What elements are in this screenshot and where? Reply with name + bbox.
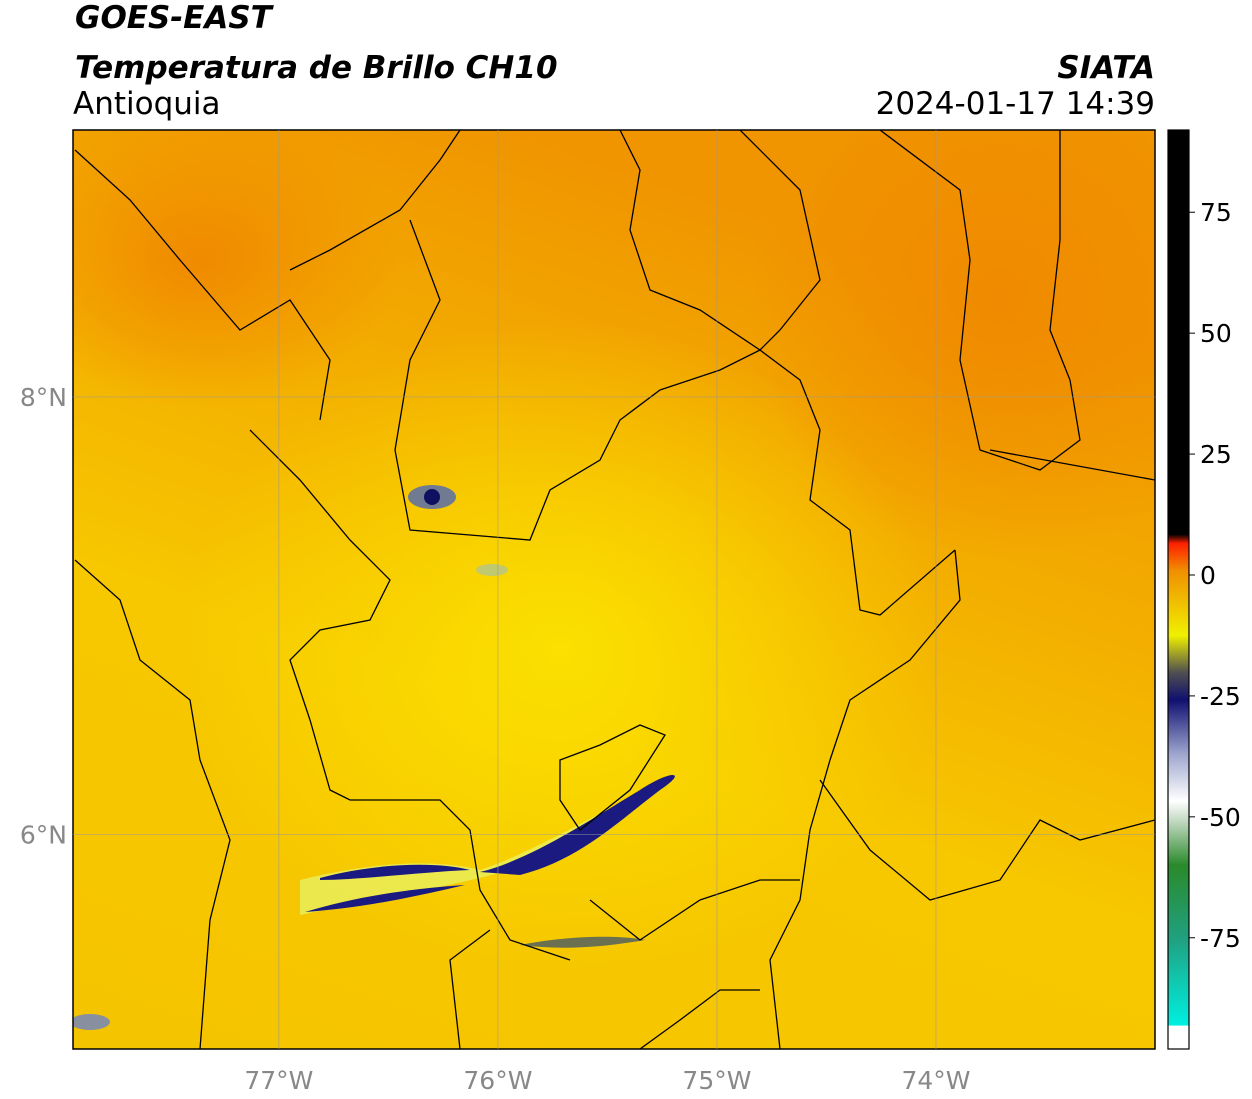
subtitle: Temperatura de Brillo CH10	[75, 50, 558, 86]
boundaries	[74, 130, 1155, 1049]
x-tick-label: 75°W	[682, 1066, 751, 1095]
colorbar-tick-label: -75	[1200, 924, 1241, 953]
agency: SIATA	[1057, 50, 1155, 86]
colorbar-tick-label: 50	[1200, 319, 1232, 348]
datetime: 2024-01-17 14:39	[876, 86, 1155, 122]
colorbar-tick-label: -50	[1200, 803, 1241, 832]
map-image	[73, 130, 1155, 1049]
colorbar	[1167, 129, 1190, 1050]
colorbar-tick-label: -25	[1200, 682, 1241, 711]
x-tick-label: 74°W	[901, 1066, 970, 1095]
colorbar-tick-label: 0	[1200, 561, 1216, 590]
y-tick-label: 8°N	[20, 383, 67, 412]
map-frame	[72, 129, 1156, 1050]
colorbar-tick-label: 75	[1200, 198, 1232, 227]
region: Antioquia	[73, 86, 221, 122]
y-tick-label: 6°N	[20, 821, 67, 850]
colorbar-tick-label: 25	[1200, 440, 1232, 469]
title: GOES-EAST	[75, 0, 275, 36]
x-tick-label: 77°W	[244, 1066, 313, 1095]
x-tick-label: 76°W	[463, 1066, 532, 1095]
